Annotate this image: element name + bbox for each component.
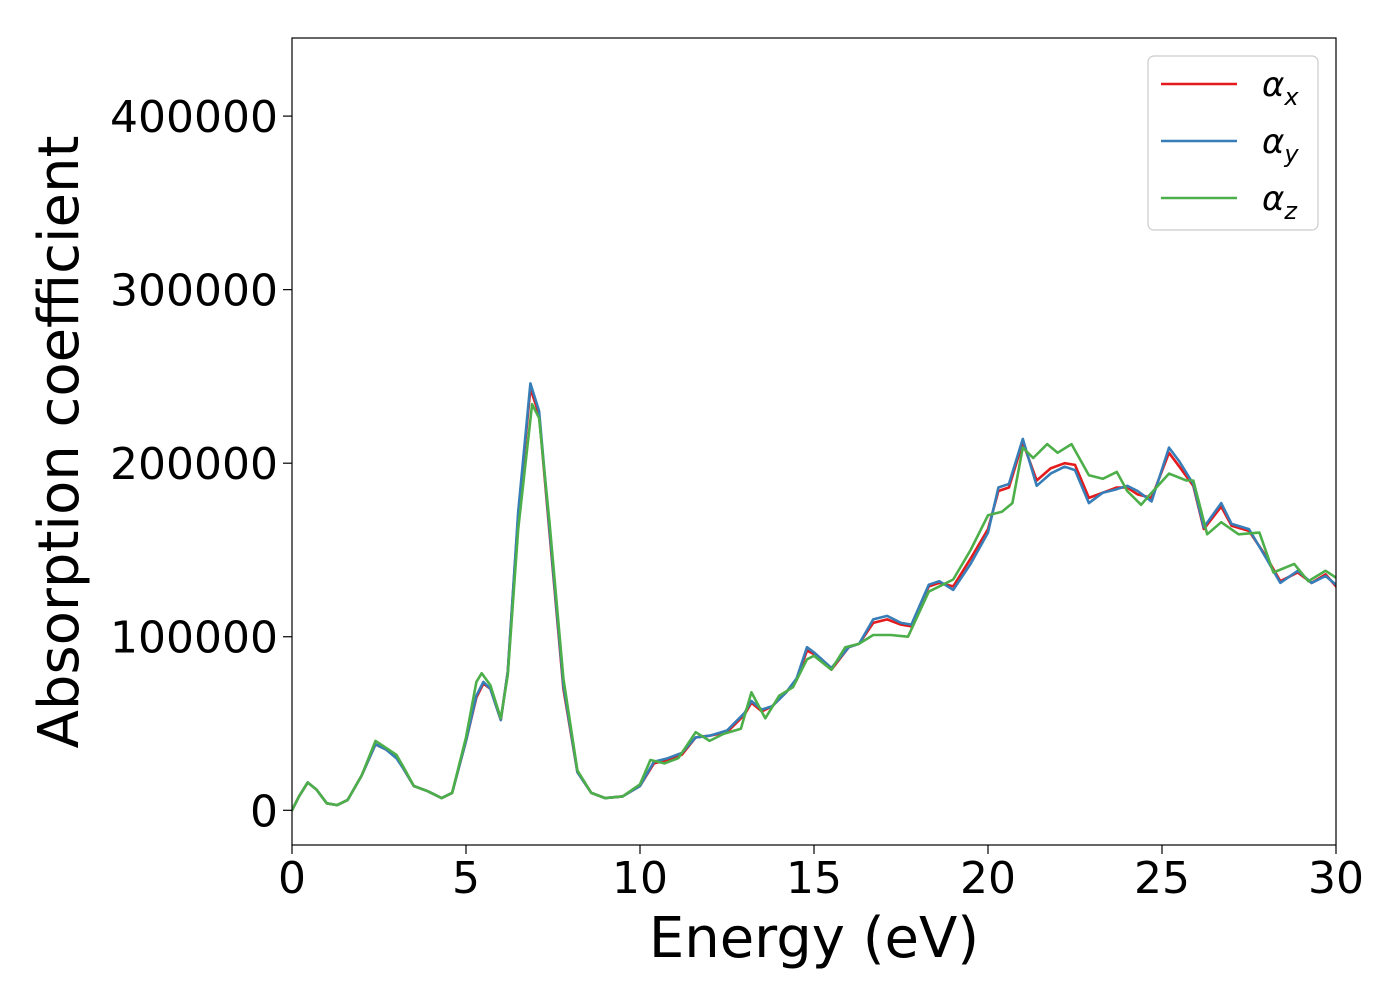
- y-tick-label: 200000: [110, 439, 278, 490]
- x-tick-label: 20: [960, 853, 1016, 904]
- y-tick-label: 0: [250, 786, 278, 837]
- series-line-1: [292, 382, 1336, 812]
- x-tick-label: 5: [452, 853, 480, 904]
- x-tick-label: 15: [786, 853, 842, 904]
- legend-label-base: α: [1262, 65, 1284, 105]
- x-tick-label: 25: [1134, 853, 1190, 904]
- legend-label-0: αx: [1262, 65, 1299, 111]
- x-tick-label: 30: [1308, 853, 1364, 904]
- legend-label-base: α: [1262, 179, 1284, 219]
- series-line-0: [292, 387, 1336, 812]
- y-tick-label: 300000: [110, 266, 278, 317]
- legend-label-1: αy: [1262, 122, 1299, 168]
- x-axis-title: Energy (eV): [649, 906, 979, 971]
- series-layer: [292, 382, 1336, 812]
- series-line-2: [292, 402, 1336, 812]
- y-axis: 0 100000 200000 300000 400000: [110, 92, 292, 837]
- legend-label-base: α: [1262, 122, 1284, 162]
- y-tick-label: 400000: [110, 92, 278, 143]
- y-axis-title: Absorption coefficient: [27, 136, 92, 749]
- legend-label-subscript: x: [1283, 83, 1299, 111]
- legend-label-subscript: y: [1283, 140, 1299, 168]
- x-axis: 0 5 10 15 20 25 30: [278, 845, 1364, 904]
- legend-label-2: αz: [1262, 179, 1298, 225]
- legend-box: [1147, 55, 1319, 231]
- legend-label-subscript: z: [1283, 197, 1298, 225]
- x-tick-label: 10: [612, 853, 668, 904]
- x-tick-label: 0: [278, 853, 306, 904]
- y-tick-label: 100000: [110, 613, 278, 664]
